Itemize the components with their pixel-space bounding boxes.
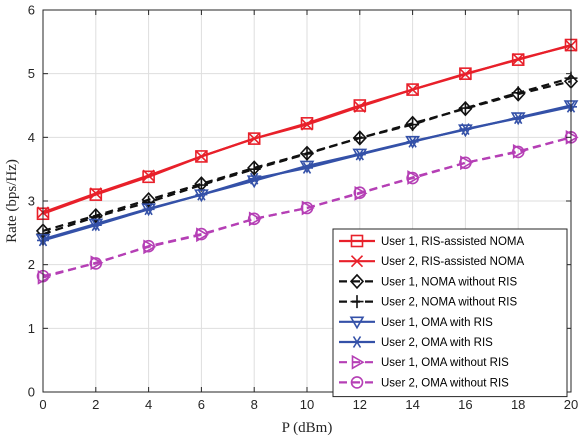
data-point-marker [353, 131, 367, 145]
data-point-marker [246, 175, 262, 189]
data-point-marker [247, 162, 261, 176]
legend-marker [351, 354, 365, 370]
y-axis-title: Rate (bps/Hz) [4, 159, 20, 243]
x-tick-label: 16 [458, 397, 472, 412]
legend-marker [350, 295, 364, 309]
legend-marker [349, 273, 365, 290]
legend-label: User 1, OMA without RIS [381, 357, 509, 369]
data-point-marker [406, 135, 419, 148]
data-point-marker [406, 171, 419, 185]
x-tick-label: 10 [300, 397, 314, 412]
x-axis-title: P (dBm) [282, 420, 333, 436]
legend-marker [350, 234, 364, 248]
legend-item: User 1, RIS-assisted NOMA [339, 234, 524, 248]
x-tick-label: 4 [145, 397, 152, 412]
data-point-marker [512, 143, 526, 159]
data-point-marker [247, 132, 261, 145]
y-tick-label: 0 [28, 385, 35, 400]
data-point-marker [511, 86, 525, 100]
data-point-marker [512, 112, 525, 125]
data-point-marker [247, 212, 261, 226]
data-point-marker [248, 132, 261, 145]
y-tick-label: 5 [28, 66, 35, 81]
legend-box [332, 228, 568, 398]
data-point-marker [89, 210, 103, 224]
legend-item: User 1, NOMA without RIS [339, 273, 517, 290]
data-point-marker [459, 68, 472, 81]
legend-marker [350, 376, 364, 389]
legend-item: User 1, OMA with RIS [339, 316, 493, 330]
legend-label: User 2, OMA without RIS [381, 377, 509, 389]
legend: User 1, RIS-assisted NOMA User 2, RIS-ass… [332, 228, 568, 398]
data-point-marker [511, 145, 525, 159]
legend-label: User 1, NOMA without RIS [381, 276, 517, 288]
data-point-marker [142, 195, 156, 209]
data-point-marker [301, 200, 315, 216]
y-tick-label: 3 [28, 194, 35, 209]
x-tick-label: 0 [39, 397, 46, 412]
x-tick-label: 8 [251, 397, 258, 412]
data-point-marker [353, 186, 367, 200]
data-point-marker [301, 161, 313, 174]
data-point-marker [354, 185, 368, 201]
legend-marker [350, 255, 364, 268]
data-point-marker [300, 118, 314, 131]
series-2 [36, 39, 578, 219]
x-tick-label: 14 [405, 397, 419, 412]
data-point-marker [248, 211, 262, 227]
data-point-marker [406, 83, 419, 96]
x-tick-label: 12 [353, 397, 367, 412]
data-point-marker [37, 270, 51, 285]
x-tick-label: 20 [564, 397, 578, 412]
series-line [42, 136, 572, 278]
data-point-marker [142, 239, 155, 253]
data-point-marker [89, 219, 102, 232]
legend-label: User 2, OMA with RIS [381, 337, 493, 349]
series-6 [37, 100, 577, 247]
data-point-marker [300, 147, 314, 161]
legend-item: User 2, OMA without RIS [339, 376, 509, 389]
data-point-marker [300, 201, 314, 215]
data-point-marker [195, 150, 208, 163]
data-point-marker [512, 52, 525, 66]
data-point-marker [459, 123, 472, 135]
data-point-marker [407, 170, 421, 185]
data-point-marker [90, 255, 104, 271]
data-point-marker [460, 155, 474, 171]
y-tick-label: 4 [28, 130, 35, 145]
data-point-marker [458, 101, 472, 115]
data-point-marker [459, 156, 472, 170]
legend-item: User 2, NOMA without RIS [339, 295, 517, 309]
data-point-marker [195, 150, 208, 163]
x-tick-label: 2 [92, 397, 99, 412]
legend-label: User 1, RIS-assisted NOMA [381, 236, 524, 248]
x-tick-label: 6 [198, 397, 205, 412]
data-point-marker [353, 100, 366, 113]
y-tick-label: 6 [28, 3, 35, 18]
data-point-marker [248, 172, 261, 185]
data-point-marker [89, 187, 102, 200]
legend-item: User 2, OMA with RIS [339, 336, 493, 349]
legend-label: User 2, RIS-assisted NOMA [381, 256, 524, 268]
data-point-marker [89, 257, 103, 270]
legend-marker [349, 316, 365, 330]
data-point-marker [195, 188, 208, 201]
legend-item: User 2, RIS-assisted NOMA [339, 255, 524, 268]
y-tick-label: 1 [28, 321, 35, 336]
legend-label: User 1, OMA with RIS [381, 317, 493, 329]
legend-label: User 2, NOMA without RIS [381, 297, 517, 309]
data-point-marker [142, 169, 155, 182]
data-point-marker [195, 227, 208, 241]
y-tick-label: 2 [28, 257, 35, 272]
data-point-marker [406, 83, 419, 96]
data-point-marker [406, 118, 420, 132]
data-point-marker [142, 203, 155, 216]
data-point-marker [353, 148, 366, 161]
legend-marker [351, 336, 363, 348]
legend-item: User 1, OMA without RIS [339, 354, 509, 370]
x-tick-label: 18 [511, 397, 525, 412]
